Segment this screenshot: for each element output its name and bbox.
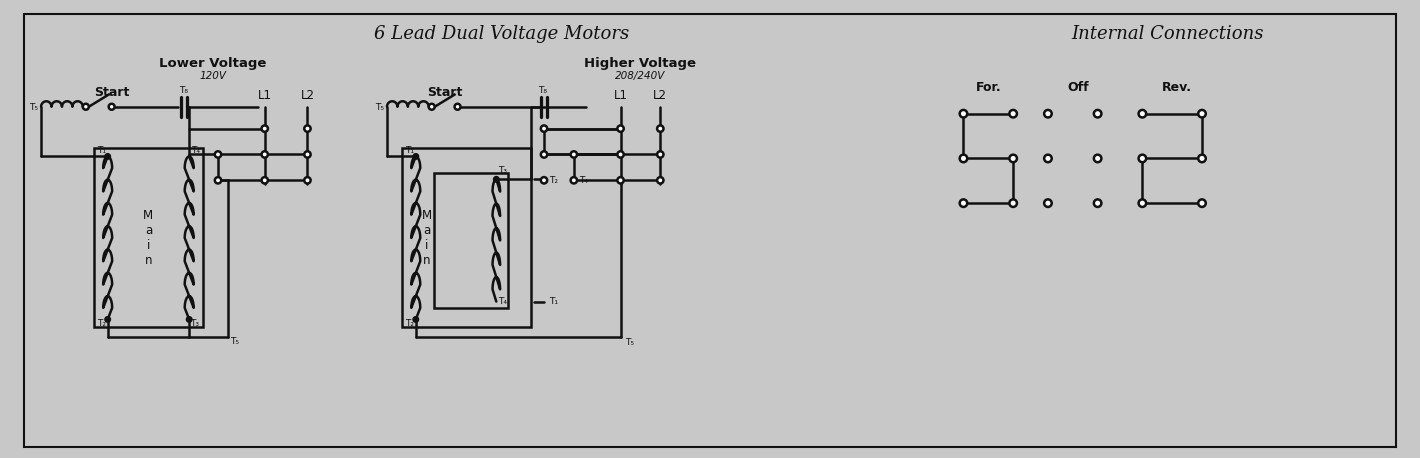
Text: M
a
i
n: M a i n <box>422 209 432 267</box>
Circle shape <box>1093 110 1102 118</box>
Circle shape <box>214 151 222 158</box>
Circle shape <box>304 151 311 158</box>
Circle shape <box>571 151 577 158</box>
Text: T₂: T₂ <box>550 176 558 185</box>
Circle shape <box>1044 155 1052 162</box>
Text: Lower Voltage: Lower Voltage <box>159 57 267 70</box>
Circle shape <box>1139 110 1146 118</box>
Circle shape <box>413 154 419 159</box>
Text: Rev.: Rev. <box>1162 81 1193 94</box>
Text: 120V: 120V <box>200 71 227 81</box>
Text: T₈: T₈ <box>179 86 187 95</box>
Circle shape <box>261 177 268 184</box>
Circle shape <box>304 125 311 132</box>
Circle shape <box>960 199 967 207</box>
Circle shape <box>413 316 419 322</box>
Text: T₅: T₅ <box>230 337 239 346</box>
Circle shape <box>541 151 547 158</box>
Text: For.: For. <box>976 81 1001 94</box>
Text: T₃: T₃ <box>498 166 507 175</box>
Circle shape <box>1198 110 1206 118</box>
Circle shape <box>82 104 89 110</box>
Circle shape <box>261 125 268 132</box>
Circle shape <box>1198 199 1206 207</box>
Text: Internal Connections: Internal Connections <box>1071 25 1264 43</box>
Circle shape <box>105 154 111 159</box>
Text: T₂: T₂ <box>97 319 105 328</box>
Circle shape <box>1010 199 1017 207</box>
Text: L1: L1 <box>257 89 271 102</box>
Circle shape <box>571 177 577 184</box>
Circle shape <box>105 316 111 322</box>
Text: T₄: T₄ <box>192 147 200 155</box>
Text: L2: L2 <box>653 89 667 102</box>
Text: T₅: T₅ <box>28 103 38 112</box>
Text: T₈: T₈ <box>538 86 548 95</box>
Text: T₁: T₁ <box>550 297 558 306</box>
Text: M
a
i
n: M a i n <box>143 209 153 267</box>
Text: Off: Off <box>1066 81 1089 94</box>
Text: L1: L1 <box>613 89 628 102</box>
Circle shape <box>960 110 967 118</box>
Circle shape <box>657 125 663 132</box>
Text: T₅: T₅ <box>626 338 635 347</box>
Circle shape <box>960 155 967 162</box>
Text: T₁: T₁ <box>97 146 105 155</box>
Circle shape <box>1044 110 1052 118</box>
Circle shape <box>618 125 623 132</box>
Circle shape <box>1093 155 1102 162</box>
Circle shape <box>1093 199 1102 207</box>
Circle shape <box>1198 155 1206 162</box>
Circle shape <box>304 177 311 184</box>
Circle shape <box>186 316 192 322</box>
Circle shape <box>494 176 498 182</box>
Circle shape <box>429 104 435 110</box>
Circle shape <box>1010 110 1017 118</box>
Circle shape <box>1010 155 1017 162</box>
Text: Higher Voltage: Higher Voltage <box>585 57 696 70</box>
Text: T₅: T₅ <box>375 103 383 112</box>
Text: L2: L2 <box>301 89 314 102</box>
Circle shape <box>541 125 547 132</box>
Circle shape <box>618 177 623 184</box>
Circle shape <box>541 177 547 184</box>
Circle shape <box>618 151 623 158</box>
Text: T₃: T₃ <box>190 319 199 328</box>
Circle shape <box>454 104 460 110</box>
Text: Start: Start <box>427 86 462 99</box>
Text: 6 Lead Dual Voltage Motors: 6 Lead Dual Voltage Motors <box>373 25 629 43</box>
Text: T₁: T₁ <box>405 146 413 155</box>
Circle shape <box>261 151 268 158</box>
Text: 208/240V: 208/240V <box>615 71 666 81</box>
Circle shape <box>109 104 115 110</box>
Circle shape <box>1139 155 1146 162</box>
Text: T₄: T₄ <box>579 176 588 185</box>
Text: Start: Start <box>94 86 129 99</box>
Circle shape <box>657 151 663 158</box>
Text: T₄: T₄ <box>498 296 507 305</box>
Circle shape <box>214 177 222 184</box>
Circle shape <box>657 177 663 184</box>
Circle shape <box>1139 199 1146 207</box>
Text: T₂: T₂ <box>405 319 413 328</box>
Circle shape <box>1044 199 1052 207</box>
